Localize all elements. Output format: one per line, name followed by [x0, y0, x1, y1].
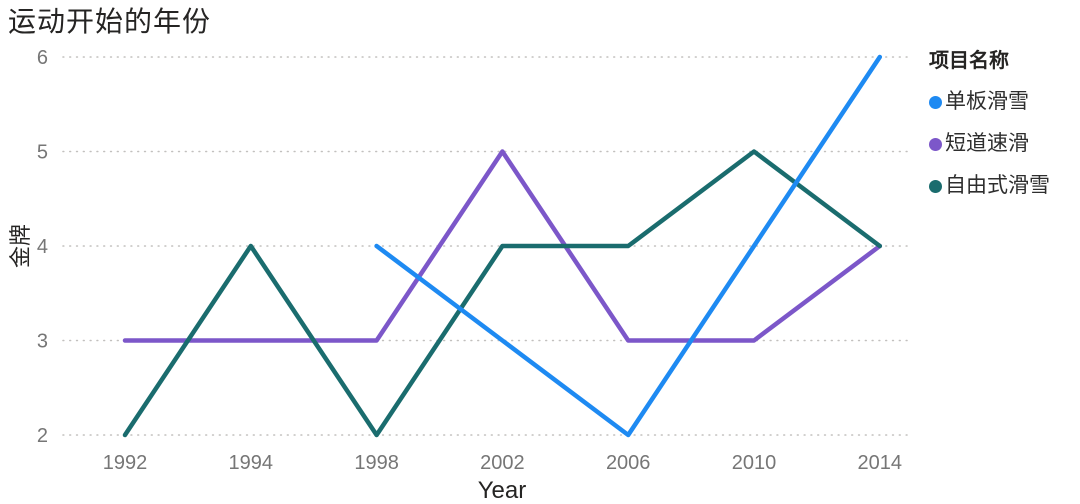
y-axis-title: 金牌 [8, 223, 33, 269]
legend-swatch-icon [929, 95, 942, 109]
legend-swatch-icon [929, 179, 942, 193]
x-tick-label: 2014 [858, 452, 903, 474]
y-tick-label: 2 [37, 425, 48, 447]
legend-item-label: 单板滑雪 [945, 90, 1029, 113]
chart-title: 运动开始的年份 [8, 6, 212, 37]
legend: 项目名称 单板滑雪短道速滑自由式滑雪 [929, 44, 1079, 216]
x-tick-label: 2010 [732, 452, 777, 474]
x-tick-label: 2002 [480, 452, 525, 474]
x-axis-title: Year [477, 477, 527, 504]
y-tick-label: 6 [37, 47, 48, 69]
series-line-1[interactable] [122, 149, 883, 343]
series-line-0[interactable] [374, 54, 883, 438]
legend-item-label: 短道速滑 [945, 132, 1029, 155]
x-tick-label: 2006 [606, 452, 651, 474]
legend-item-1[interactable]: 短道速滑 [929, 132, 1079, 156]
y-tick-label: 5 [37, 142, 48, 164]
legend-swatch-icon [929, 137, 942, 151]
y-tick-label: 3 [37, 331, 48, 353]
legend-item-2[interactable]: 自由式滑雪 [929, 174, 1079, 198]
y-tick-label: 4 [37, 236, 48, 258]
legend-item-label: 自由式滑雪 [945, 174, 1050, 197]
legend-item-0[interactable]: 单板滑雪 [929, 90, 1079, 114]
x-tick-label: 1992 [103, 452, 148, 474]
x-tick-label: 1994 [229, 452, 274, 474]
series-line-2[interactable] [122, 149, 883, 438]
legend-title: 项目名称 [929, 50, 1009, 72]
legend-items: 单板滑雪短道速滑自由式滑雪 [929, 90, 1079, 198]
x-tick-label: 1998 [354, 452, 399, 474]
